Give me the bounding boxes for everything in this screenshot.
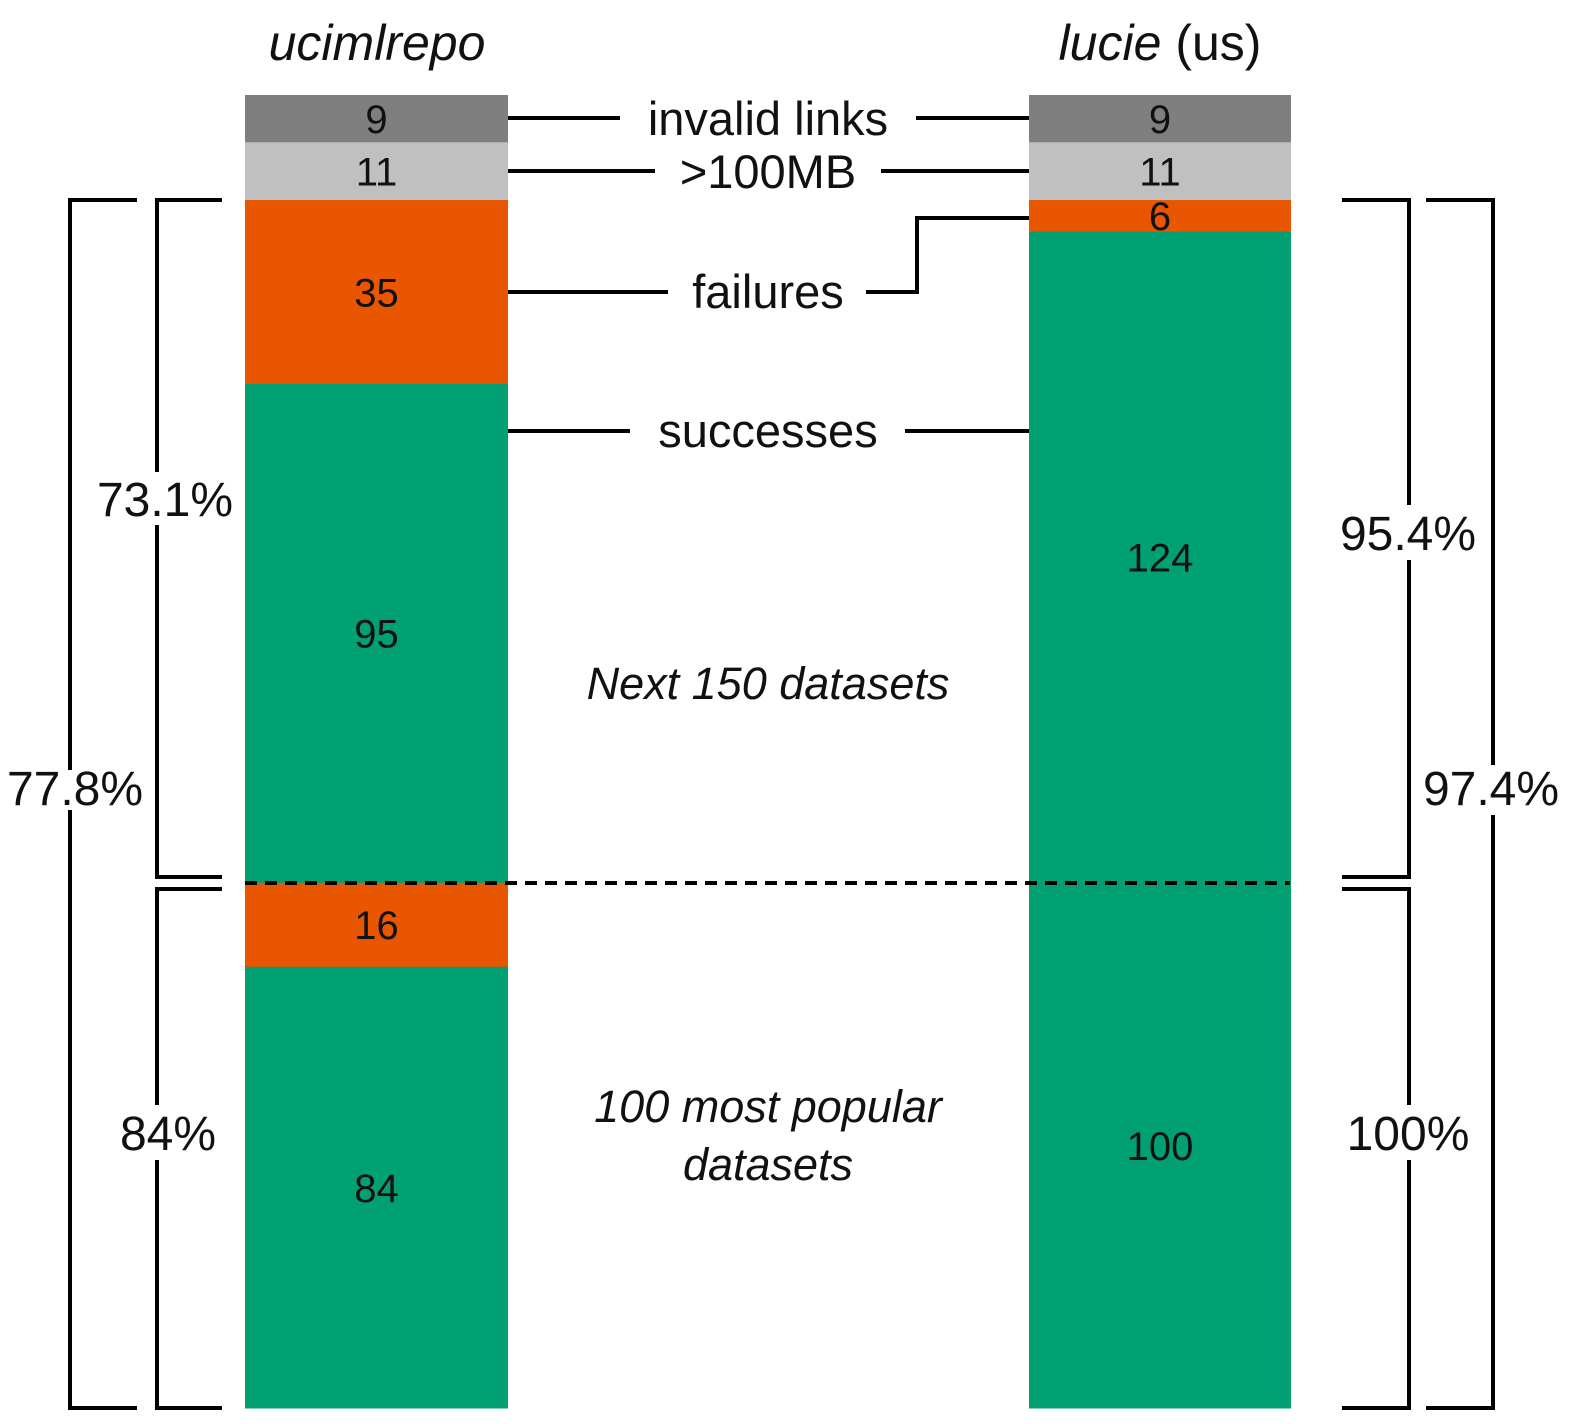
right-bar-segment-2-failures xyxy=(1029,200,1291,233)
left-bar-segment-1-100mb xyxy=(245,142,508,201)
legend-failures: failures xyxy=(508,216,1029,318)
right-bar-value-label-2: 6 xyxy=(1149,195,1171,239)
right-bar-value-label-0: 9 xyxy=(1149,98,1171,142)
left-next-150-bracket-path xyxy=(155,198,222,879)
right-next-150-bracket: 95.4% xyxy=(1340,198,1476,879)
left-top-100-pct: 84% xyxy=(120,1108,216,1161)
left-next-150-pct: 73.1% xyxy=(97,474,233,527)
right-top-100-bracket: 100% xyxy=(1342,887,1470,1410)
left-overall-pct: 77.8% xyxy=(7,763,143,816)
right-bar-value-label-1: 11 xyxy=(1139,151,1181,195)
legend-failures-label: failures xyxy=(692,265,844,318)
group-label-top-100-line2: datasets xyxy=(683,1139,853,1190)
left-bar-value-label-3: 95 xyxy=(354,613,399,657)
left-bar-value-label-2: 35 xyxy=(354,271,399,315)
legend-invalid-label: invalid links xyxy=(648,92,888,145)
legend-successes: successes xyxy=(508,404,1029,457)
legend-large-label: >100MB xyxy=(680,145,856,198)
right-next-150-pct: 95.4% xyxy=(1340,508,1476,561)
right-bar-segment-0-invalid-links xyxy=(1029,95,1291,143)
left-overall-bracket: 77.8% xyxy=(7,198,143,1410)
left-top-100-bracket: 84% xyxy=(120,887,222,1410)
right-column-title-name: lucie xyxy=(1059,15,1162,71)
right-next-150-bracket-path xyxy=(1342,198,1411,879)
right-bar-segment-3-successes xyxy=(1029,231,1291,884)
left-bar-segment-5-successes xyxy=(245,966,508,1409)
left-bar-segment-4-failures xyxy=(245,882,508,968)
left-bar-segment-3-successes xyxy=(245,383,508,884)
group-label-next-150: Next 150 datasets xyxy=(587,658,950,709)
left-bar-segment-2-failures xyxy=(245,200,508,385)
left-column-title: ucimlrepo xyxy=(269,15,486,71)
left-bar-value-label-5: 84 xyxy=(354,1167,399,1211)
right-column-title-suffix: (us) xyxy=(1161,15,1261,71)
left-bar-value-label-4: 16 xyxy=(354,904,399,948)
left-top-100-bracket-path xyxy=(155,887,222,1410)
legend-successes-label: successes xyxy=(658,404,877,457)
right-overall-pct: 97.4% xyxy=(1423,763,1559,816)
legend-large: >100MB xyxy=(508,145,1029,198)
legend-invalid-links: invalid links xyxy=(508,92,1029,145)
right-top-100-pct: 100% xyxy=(1347,1108,1470,1161)
legend-failures-line-right xyxy=(866,216,1029,294)
left-overall-bracket-path xyxy=(68,198,137,1410)
right-bar-segment-5-successes xyxy=(1029,882,1291,1409)
right-top-100-bracket-path xyxy=(1342,887,1411,1410)
right-bar-value-label-3: 124 xyxy=(1127,537,1194,581)
right-bar-value-label-5: 100 xyxy=(1127,1125,1194,1169)
right-bar: 9 116 124 100 xyxy=(1029,95,1291,1409)
right-column-title: lucie (us) xyxy=(1059,15,1262,71)
left-bar-value-label-0: 9 xyxy=(365,98,387,142)
left-bar-segment-0-invalid-links xyxy=(245,95,508,143)
right-overall-bracket-path xyxy=(1426,198,1495,1410)
right-bar-segment-1-100mb xyxy=(1029,142,1291,201)
group-label-top-100-line1: 100 most popular xyxy=(594,1081,944,1132)
left-bar-value-label-1: 11 xyxy=(356,151,398,195)
left-next-150-bracket: 73.1% xyxy=(97,198,233,879)
left-bar: 9 11 35 95 16 84 xyxy=(245,95,508,1409)
right-overall-bracket: 97.4% xyxy=(1423,198,1559,1410)
